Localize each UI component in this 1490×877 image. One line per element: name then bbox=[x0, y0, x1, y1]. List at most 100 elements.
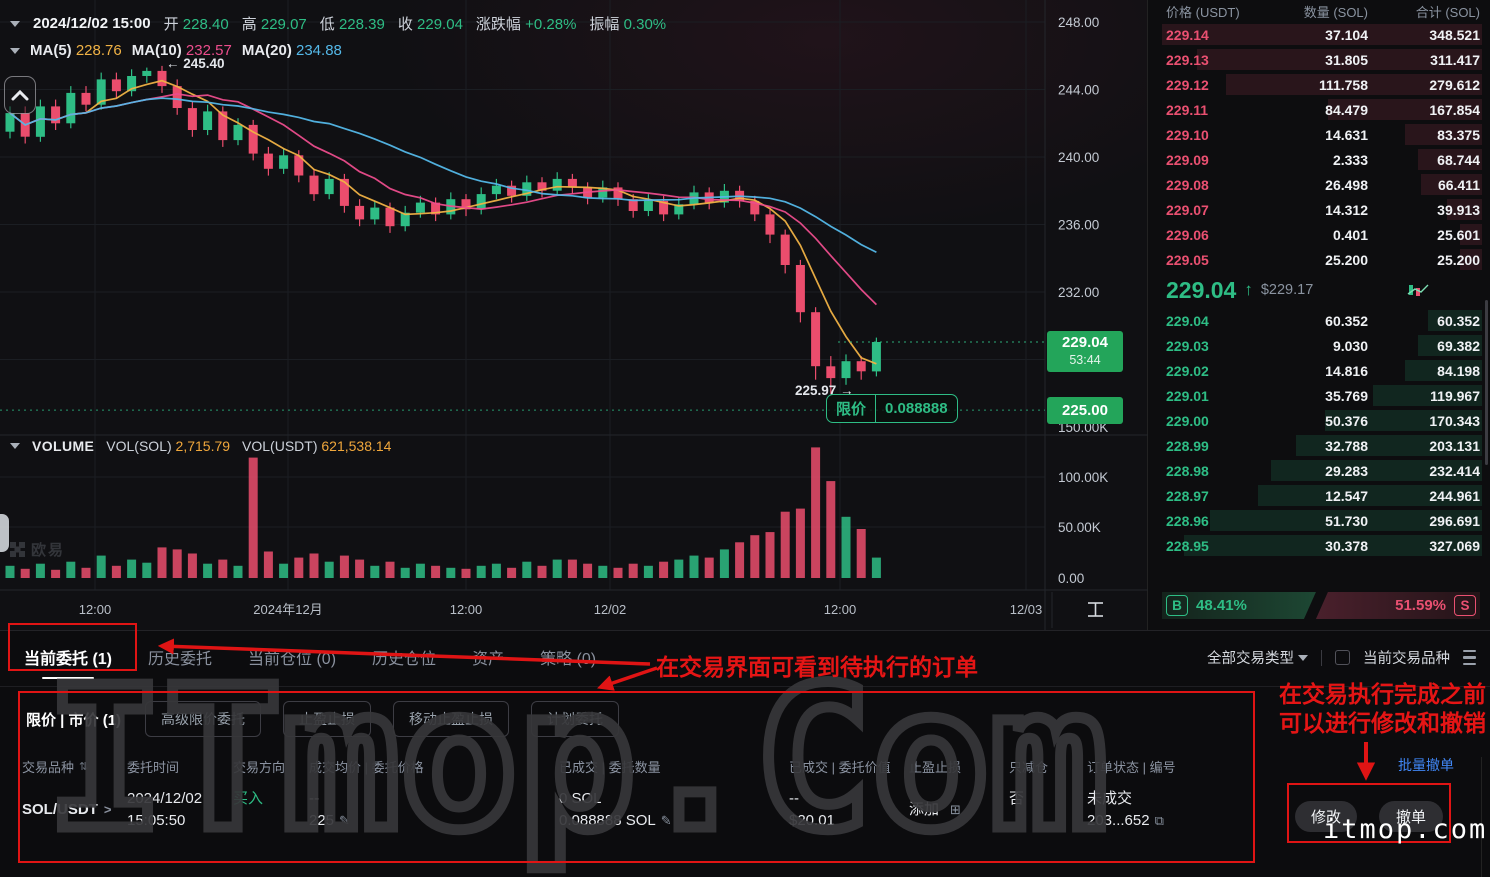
sidebar-handle[interactable] bbox=[0, 514, 9, 552]
order-side: 买入 bbox=[233, 790, 264, 807]
tab-limit-market[interactable]: 限价 | 市价 (1) bbox=[26, 711, 122, 729]
bid-total: 203.131 bbox=[1429, 437, 1480, 454]
bid-total: 296.691 bbox=[1429, 512, 1480, 529]
limit-order-type: 限价 bbox=[836, 401, 867, 418]
bid-row[interactable]: 229.00 50.376 170.343 bbox=[1162, 408, 1482, 433]
bid-qty: 51.730 bbox=[1325, 512, 1368, 529]
bid-row[interactable]: 229.03 9.030 69.382 bbox=[1162, 333, 1482, 358]
tab-trailing-stop[interactable]: 移动止盈止损 bbox=[393, 701, 510, 737]
bid-row[interactable]: 228.98 29.283 232.414 bbox=[1162, 458, 1482, 483]
ask-row[interactable]: 229.07 14.312 39.913 bbox=[1162, 197, 1482, 222]
ask-row[interactable]: 229.13 31.805 311.417 bbox=[1162, 47, 1482, 72]
bid-row[interactable]: 229.02 14.816 84.198 bbox=[1162, 358, 1482, 383]
bid-price: 228.98 bbox=[1166, 462, 1209, 479]
ask-row[interactable]: 229.08 26.498 66.411 bbox=[1162, 172, 1482, 197]
tab-trigger-order[interactable]: 计划委托 bbox=[531, 701, 620, 737]
divider bbox=[1321, 649, 1322, 666]
sort-icon[interactable]: ⇅ bbox=[79, 761, 89, 773]
measure-icon[interactable] bbox=[1088, 602, 1103, 617]
mini-kline-icon[interactable] bbox=[1406, 281, 1430, 299]
tab-current-positions[interactable]: 当前仓位 (0) bbox=[248, 651, 337, 668]
cancel-order-button[interactable]: 撤单 bbox=[1379, 801, 1443, 832]
order-value: $20.01 bbox=[789, 812, 835, 829]
plus-square-icon: ⊞ bbox=[950, 802, 961, 817]
tab-advanced-limit[interactable]: 高级限价委托 bbox=[145, 701, 262, 737]
depth-bar bbox=[1446, 199, 1482, 220]
bid-row[interactable]: 229.01 35.769 119.967 bbox=[1162, 383, 1482, 408]
column-header-3: 成交均价 | 委托价格 bbox=[309, 760, 424, 775]
chevron-right-icon[interactable]: > bbox=[103, 802, 112, 817]
ask-row[interactable]: 229.06 0.401 25.601 bbox=[1162, 222, 1482, 247]
total-column-header: 合计 (SOL) bbox=[1415, 4, 1480, 20]
orderbook-asks: 229.14 37.104 348.521 229.13 31.805 311.… bbox=[1162, 22, 1482, 272]
bid-row[interactable]: 228.95 30.378 327.069 bbox=[1162, 533, 1482, 558]
current-instrument-checkbox[interactable] bbox=[1335, 650, 1350, 665]
panel-menu-icon[interactable] bbox=[1463, 649, 1476, 666]
depth-bar bbox=[1418, 335, 1482, 356]
ma-collapse-chevron-icon[interactable] bbox=[10, 47, 20, 54]
sell-ratio-value: 51.59% bbox=[1395, 597, 1446, 614]
last-price: 229.04 bbox=[1166, 276, 1237, 303]
filled-qty: 0 SOL bbox=[559, 790, 602, 807]
bid-qty: 60.352 bbox=[1325, 312, 1368, 329]
candlestick-chart[interactable]: 248.00 244.00 240.00 236.00 232.00 150.00K 100… bbox=[0, 0, 1148, 630]
tab-strategy[interactable]: 策略 (0) bbox=[540, 651, 597, 668]
ma20-label: MA(20) bbox=[241, 42, 292, 59]
ma20-value: 234.88 bbox=[296, 42, 342, 59]
orderbook-scrollbar[interactable] bbox=[1485, 300, 1488, 465]
edit-qty-icon[interactable]: ✎ bbox=[660, 813, 672, 828]
ma20-line bbox=[9, 97, 877, 254]
bid-row[interactable]: 228.99 32.788 203.131 bbox=[1162, 433, 1482, 458]
copy-icon[interactable]: ⧉ bbox=[1154, 813, 1164, 828]
ask-row[interactable]: 229.14 37.104 348.521 bbox=[1162, 22, 1482, 47]
ask-row[interactable]: 229.12 111.758 279.612 bbox=[1162, 72, 1482, 97]
order-row[interactable]: SOL/USDT > 2024/12/02 15:05:50 买入 -- 225… bbox=[22, 788, 1248, 832]
order-type-tabs: 限价 | 市价 (1) 高级限价委托 止盈止损 移动止盈止损 计划委托 bbox=[24, 701, 620, 737]
ma10-label: MA(10) bbox=[131, 42, 182, 59]
tab-position-history[interactable]: 历史仓位 bbox=[372, 651, 437, 668]
tab-open-orders[interactable]: 当前委托 (1) bbox=[24, 645, 112, 679]
bid-row[interactable]: 229.04 60.352 60.352 bbox=[1162, 308, 1482, 333]
ask-price: 229.10 bbox=[1166, 126, 1209, 143]
column-header-2: 交易方向 bbox=[233, 760, 286, 775]
chevron-up-icon bbox=[11, 89, 29, 101]
bid-price: 228.99 bbox=[1166, 437, 1209, 454]
bid-total: 170.343 bbox=[1429, 412, 1480, 429]
sell-badge: S bbox=[1454, 595, 1476, 616]
volume-indicator-bar: VOLUME VOL(SOL) 2,715.79 VOL(USDT) 621,5… bbox=[10, 438, 391, 454]
modify-order-button[interactable]: 修改 bbox=[1295, 801, 1357, 832]
ask-price: 229.08 bbox=[1166, 176, 1209, 193]
svg-text:12:00: 12:00 bbox=[824, 602, 857, 617]
ma-indicator-bar: MA(5) 228.76 MA(10) 232.57 MA(20) 234.88 bbox=[10, 42, 342, 59]
edit-price-icon[interactable]: ✎ bbox=[339, 813, 350, 828]
ask-row[interactable]: 229.05 25.200 25.200 bbox=[1162, 247, 1482, 272]
price-column-header: 价格 (USDT) bbox=[1166, 4, 1240, 20]
bid-row[interactable]: 228.96 51.730 296.691 bbox=[1162, 508, 1482, 533]
ask-total: 25.601 bbox=[1437, 226, 1480, 243]
collapse-chevron-icon[interactable] bbox=[10, 20, 20, 27]
tpsl-cell[interactable]: 添加 ⊞ bbox=[909, 788, 1009, 832]
depth-bar bbox=[1270, 460, 1482, 481]
orderbook-panel: 价格 (USDT) 数量 (SOL) 合计 (SOL) 229.14 37.10… bbox=[1148, 0, 1490, 630]
tab-assets[interactable]: 资产 bbox=[472, 651, 505, 668]
limit-order-badge[interactable]: 限价 0.088888 bbox=[826, 394, 958, 423]
tab-order-history[interactable]: 历史委托 bbox=[148, 651, 213, 668]
ask-row[interactable]: 229.10 14.631 83.375 bbox=[1162, 122, 1482, 147]
ask-total: 348.521 bbox=[1429, 26, 1480, 43]
depth-bar bbox=[1405, 124, 1482, 145]
bid-qty: 29.283 bbox=[1325, 462, 1368, 479]
volume-collapse-chevron-icon[interactable] bbox=[10, 443, 20, 449]
ask-qty: 37.104 bbox=[1325, 26, 1368, 43]
bid-total: 60.352 bbox=[1437, 312, 1480, 329]
chart-expand-button[interactable] bbox=[4, 76, 36, 114]
bid-qty: 32.788 bbox=[1325, 437, 1368, 454]
ma10-value: 232.57 bbox=[185, 42, 232, 59]
trade-type-dropdown[interactable]: 全部交易类型 bbox=[1207, 647, 1308, 668]
tab-tpsl[interactable]: 止盈止损 bbox=[283, 701, 372, 737]
bid-row[interactable]: 228.97 12.547 244.961 bbox=[1162, 483, 1482, 508]
ask-row[interactable]: 229.11 84.479 167.854 bbox=[1162, 97, 1482, 122]
okx-logo-icon bbox=[10, 542, 25, 557]
ask-row[interactable]: 229.09 2.333 68.744 bbox=[1162, 147, 1482, 172]
batch-cancel-link[interactable]: 批量撤单 bbox=[1398, 757, 1454, 773]
